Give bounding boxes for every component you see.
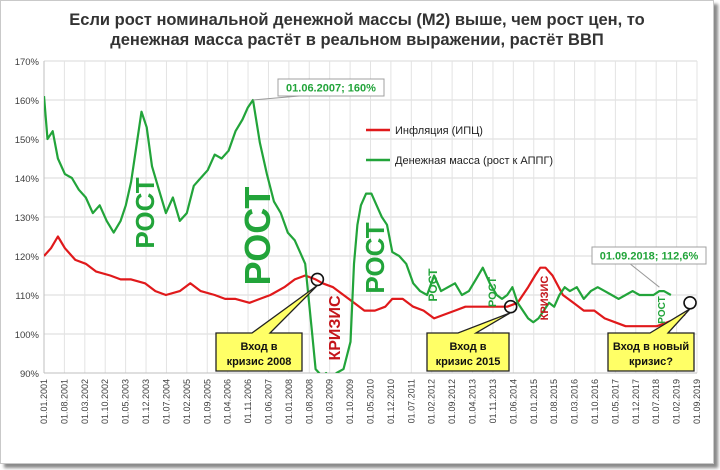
y-tick-label: 170% (15, 57, 40, 68)
growth-label-4: РОСТ (426, 268, 440, 302)
x-tick-label: 01.07.2018 (651, 379, 661, 424)
growth-label-2: РОСТ (237, 187, 278, 286)
crisis-2008-callout-text: кризис 2008 (227, 356, 292, 368)
series-line-inflation (44, 235, 686, 328)
callout-2018-leader (628, 262, 660, 288)
crisis-label-1: КРИЗИС (327, 295, 344, 360)
legend: Инфляция (ИПЦ) Денежная масса (рост к АПП… (366, 125, 553, 167)
growth-label-1: РОСТ (130, 177, 160, 248)
x-tick-label: 01.05.2003 (121, 379, 131, 424)
x-tick-label: 01.08.2015 (549, 379, 559, 424)
x-tick-label: 01.10.2009 (345, 379, 355, 424)
x-tick-label: 01.01.2008 (284, 379, 294, 424)
x-tick-label: 01.08.2001 (59, 379, 69, 424)
x-tick-label: 01.03.2016 (570, 379, 580, 424)
x-tick-label: 01.03.2002 (80, 379, 90, 424)
crisis-new-callout-circle (683, 295, 697, 310)
chart-title-line-2: денежная масса растёт в реальном выражен… (110, 31, 604, 49)
x-tick-label: 01.07.2011 (406, 379, 416, 423)
growth-label-3: РОСТ (360, 222, 390, 293)
callout-2018-text: 01.09.2018; 112,6% (600, 251, 699, 263)
x-tick-label: 01.02.2019 (672, 379, 682, 424)
legend-label-0: Инфляция (ИПЦ) (395, 125, 483, 137)
x-tick-label: 01.11.2013 (488, 379, 498, 423)
x-tick-label: 01.12.2010 (386, 379, 396, 424)
y-tick-label: 90% (20, 369, 40, 380)
x-tick-label: 01.07.2004 (161, 379, 171, 424)
growth-label-5: РОСТ (487, 277, 499, 307)
x-tick-label: 01.01.2015 (529, 379, 539, 424)
x-tick-label: 01.09.2019 (692, 379, 702, 424)
x-tick-label: 01.04.2013 (468, 379, 478, 424)
y-tick-label: 100% (15, 330, 40, 341)
x-tick-label: 01.12.2003 (141, 379, 151, 424)
chart-title: Если рост номинальной денежной массы (М2… (1, 10, 713, 50)
crisis-new-callout-text: кризис? (629, 356, 673, 368)
grid-lines (43, 60, 698, 374)
axes: 90% 100% 110% 120% 130% 140% 150% 160% 170% 01.01… (15, 57, 702, 424)
x-tick-label: 01.04.2006 (223, 379, 233, 424)
y-tick-label: 160% (15, 96, 40, 107)
x-tick-label: 01.09.2005 (202, 379, 212, 424)
x-tick-label: 01.06.2007 (263, 379, 273, 424)
crisis-2008-callout-box (215, 284, 318, 372)
x-tick-label: 01.01.2001 (39, 379, 49, 424)
series-line-money-supply (44, 96, 672, 373)
x-tick-label: 01.11.2006 (243, 379, 253, 423)
x-tick-label: 01.05.2017 (610, 379, 620, 424)
x-tick-label: 01.06.2014 (508, 379, 518, 424)
x-tick-label: 01.02.2005 (182, 379, 192, 424)
x-tick-label: 01.03.2009 (325, 379, 335, 424)
crisis-new-callout-box (607, 308, 695, 372)
x-tick-label: 01.10.2016 (590, 379, 600, 424)
chart-title-line-1: Если рост номинальной денежной массы (М2… (69, 11, 645, 29)
legend-label-1: Денежная масса (рост к АППГ) (395, 155, 553, 167)
callout-peak-2007-text: 01.06.2007; 160% (286, 83, 376, 95)
y-tick-label: 110% (15, 291, 39, 302)
growth-label-6: РОСТ (657, 296, 668, 323)
y-tick-label: 150% (15, 135, 40, 146)
crisis-2015-callout-text: Вход в (449, 341, 486, 353)
x-tick-label: 01.02.2012 (427, 379, 437, 424)
x-tick-label: 01.08.2008 (304, 379, 314, 424)
series-lines (44, 96, 686, 373)
annotations: 01.06.2007; 160% 01.09.2018; 112,6% РОСТ РО… (130, 78, 707, 372)
crisis-new-callout-text: Вход в новый (613, 341, 689, 353)
y-tick-label: 140% (15, 174, 40, 185)
callout-2018-box (591, 246, 707, 265)
x-tick-label: 01.12.2017 (631, 379, 641, 424)
callout-peak-2007-box (277, 78, 385, 97)
y-tick-label: 120% (15, 252, 40, 263)
crisis-2015-callout-text: кризис 2015 (436, 356, 501, 368)
crisis-2008-callout-text: Вход в (240, 341, 277, 353)
crisis-label-2: КРИЗИС (539, 276, 551, 321)
crisis-2015-callout-box (426, 312, 512, 372)
x-tick-label: 01.05.2010 (366, 379, 376, 424)
y-tick-label: 130% (15, 213, 40, 224)
x-tick-label: 01.10.2002 (100, 379, 110, 424)
x-tick-label: 01.09.2012 (447, 379, 457, 424)
